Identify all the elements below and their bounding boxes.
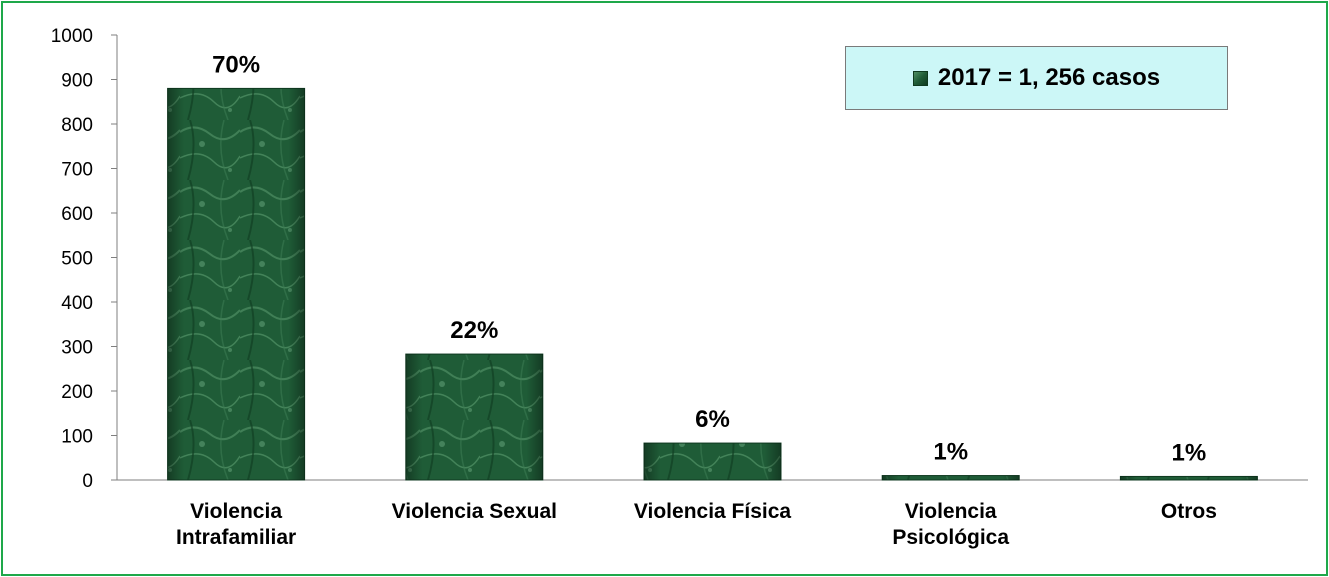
- data-label: 1%: [1172, 439, 1207, 466]
- data-label: 70%: [212, 51, 260, 78]
- y-tick-label: 0: [82, 471, 93, 492]
- data-label: 22%: [450, 317, 498, 344]
- legend-swatch: [912, 70, 928, 86]
- bar-shading: [167, 88, 305, 481]
- y-tick-label: 1000: [51, 26, 93, 47]
- y-tick-label: 900: [61, 71, 93, 92]
- data-labels: 70% 22% 6% 1% 1%: [212, 51, 1206, 466]
- legend: 2017 = 1, 256 casos: [845, 46, 1228, 110]
- legend-label: 2017 = 1, 256 casos: [937, 64, 1161, 91]
- x-axis-labels: Violencia Intrafamiliar Violencia Sexual Vi…: [176, 500, 1217, 549]
- x-tick-label: Otros: [1161, 500, 1217, 523]
- y-tick-label: 500: [61, 249, 93, 270]
- y-tick-label: 200: [61, 382, 93, 403]
- bars: [167, 87, 1258, 481]
- y-tick-label: 800: [61, 115, 93, 136]
- bar-shading: [405, 354, 543, 480]
- data-label: 1%: [933, 439, 968, 466]
- x-tick-label: Violencia Psicológica: [892, 500, 1009, 549]
- y-tick-label: 700: [61, 160, 93, 181]
- bar-shading: [644, 443, 781, 480]
- data-label: 6%: [695, 406, 730, 433]
- y-axis-ticks: 0 100 200 300 400 500 600 700 800 900 1000: [51, 26, 117, 492]
- bar-shading: [1120, 476, 1258, 480]
- y-tick-label: 100: [61, 427, 93, 448]
- x-tick-label: Violencia Intrafamiliar: [176, 500, 296, 549]
- x-tick-label: Violencia Física: [634, 500, 792, 523]
- x-tick-label: Violencia Sexual: [392, 500, 557, 523]
- y-tick-label: 300: [61, 338, 93, 359]
- bar-shading: [882, 475, 1020, 480]
- y-tick-label: 600: [61, 204, 93, 225]
- y-tick-label: 400: [61, 293, 93, 314]
